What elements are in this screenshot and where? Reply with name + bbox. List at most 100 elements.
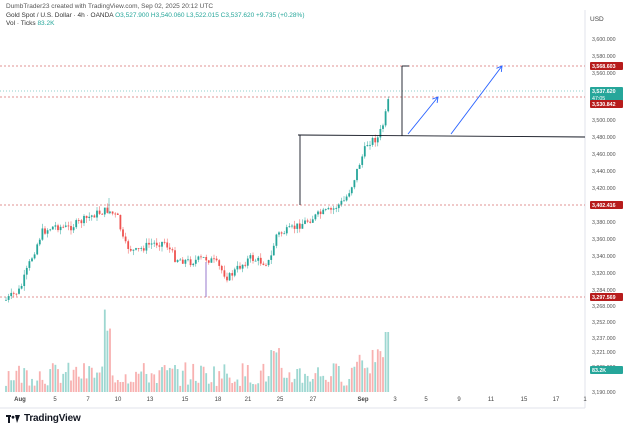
candle-body[interactable] — [184, 259, 187, 264]
candle-body[interactable] — [314, 214, 317, 220]
candle-body[interactable] — [285, 227, 288, 234]
candle-body[interactable] — [270, 255, 273, 260]
candle-body[interactable] — [382, 125, 384, 129]
candle-body[interactable] — [67, 225, 70, 227]
time-tick-label[interactable]: 13 — [147, 397, 154, 403]
candle-body[interactable] — [366, 145, 369, 147]
candle-body[interactable] — [137, 248, 140, 249]
candle-body[interactable] — [18, 288, 20, 294]
candle-body[interactable] — [15, 293, 18, 295]
candle-body[interactable] — [174, 250, 176, 262]
candle-body[interactable] — [187, 259, 189, 261]
candle-body[interactable] — [111, 211, 114, 214]
candle-body[interactable] — [38, 239, 41, 245]
candle-body[interactable] — [75, 220, 78, 228]
time-tick-label[interactable]: 11 — [488, 397, 495, 403]
candle-body[interactable] — [249, 255, 252, 259]
candle-body[interactable] — [387, 99, 390, 112]
candle-body[interactable] — [220, 265, 223, 271]
candle-body[interactable] — [317, 211, 319, 215]
candle-body[interactable] — [228, 273, 231, 281]
candle-body[interactable] — [304, 220, 306, 224]
candle-body[interactable] — [158, 245, 161, 247]
candle-body[interactable] — [51, 226, 54, 230]
time-tick-label[interactable]: 15 — [521, 397, 528, 403]
candle-body[interactable] — [265, 264, 267, 266]
support-line-drawing[interactable] — [297, 134, 586, 138]
candle-body[interactable] — [379, 128, 382, 138]
candle-body[interactable] — [59, 226, 62, 231]
candle-body[interactable] — [12, 292, 15, 294]
candle-body[interactable] — [189, 259, 192, 266]
candle-body[interactable] — [335, 208, 338, 209]
candle-body[interactable] — [233, 269, 236, 276]
candle-body[interactable] — [218, 260, 221, 266]
candle-body[interactable] — [70, 225, 72, 231]
candle-body[interactable] — [150, 243, 153, 245]
candle-body[interactable] — [327, 208, 330, 210]
candle-body[interactable] — [166, 242, 169, 248]
candle-body[interactable] — [267, 259, 270, 266]
candle-body[interactable] — [49, 229, 52, 231]
candle-body[interactable] — [207, 260, 210, 263]
candle-body[interactable] — [350, 187, 353, 194]
time-tick-label[interactable]: 1 — [583, 397, 587, 403]
candle-body[interactable] — [114, 213, 117, 215]
candle-body[interactable] — [356, 168, 358, 181]
candle-body[interactable] — [163, 241, 166, 243]
candle-body[interactable] — [23, 274, 26, 287]
candle-body[interactable] — [5, 299, 7, 301]
candle-body[interactable] — [127, 241, 130, 249]
candle-body[interactable] — [275, 234, 278, 246]
candle-body[interactable] — [192, 263, 195, 266]
candle-body[interactable] — [241, 264, 244, 269]
candle-body[interactable] — [103, 207, 106, 215]
candle-body[interactable] — [194, 259, 197, 264]
candle-body[interactable] — [254, 260, 257, 262]
candle-body[interactable] — [142, 248, 145, 251]
candle-body[interactable] — [252, 255, 254, 261]
candle-body[interactable] — [205, 257, 208, 261]
candle-body[interactable] — [36, 244, 39, 255]
candle-body[interactable] — [236, 265, 239, 270]
candle-body[interactable] — [244, 264, 247, 266]
candle-body[interactable] — [176, 260, 179, 262]
tradingview-logo[interactable]: TradingView — [6, 413, 81, 424]
candle-body[interactable] — [371, 137, 374, 145]
candle-body[interactable] — [148, 242, 150, 245]
candle-body[interactable] — [298, 223, 301, 229]
time-tick-label[interactable]: Aug — [14, 397, 26, 403]
candle-body[interactable] — [239, 265, 241, 269]
candle-body[interactable] — [101, 213, 104, 215]
candle-body[interactable] — [41, 228, 44, 240]
candle-body[interactable] — [361, 156, 364, 165]
candle-body[interactable] — [135, 248, 137, 250]
candle-body[interactable] — [363, 146, 366, 157]
candle-body[interactable] — [345, 196, 348, 201]
candle-body[interactable] — [168, 247, 171, 250]
candle-body[interactable] — [293, 225, 296, 229]
candle-body[interactable] — [226, 276, 228, 281]
time-tick-label[interactable]: 7 — [86, 397, 90, 403]
time-tick-label[interactable]: 18 — [215, 397, 222, 403]
candle-body[interactable] — [7, 296, 10, 300]
candle-body[interactable] — [85, 215, 88, 219]
candle-body[interactable] — [129, 248, 132, 251]
time-tick-label[interactable]: 3 — [393, 397, 397, 403]
time-tick-label[interactable]: 17 — [553, 397, 560, 403]
symbol-line[interactable]: Gold Spot / U.S. Dollar · 4h · OANDA O3,… — [6, 12, 304, 21]
time-tick-label[interactable]: 27 — [310, 397, 317, 403]
time-tick-label[interactable]: Sep — [357, 397, 368, 403]
candle-body[interactable] — [171, 249, 174, 251]
candle-body[interactable] — [33, 254, 36, 259]
price-tag[interactable] — [590, 87, 623, 102]
candle-body[interactable] — [291, 225, 293, 227]
time-tick-label[interactable]: 5 — [424, 397, 428, 403]
candle-body[interactable] — [93, 215, 96, 218]
candle-body[interactable] — [376, 137, 379, 143]
candle-body[interactable] — [98, 210, 101, 214]
candle-body[interactable] — [44, 228, 46, 234]
time-tick-label[interactable]: 15 — [182, 397, 189, 403]
candle-body[interactable] — [64, 225, 67, 227]
symbol-name[interactable]: Gold Spot / U.S. Dollar · 4h · OANDA — [6, 11, 114, 19]
